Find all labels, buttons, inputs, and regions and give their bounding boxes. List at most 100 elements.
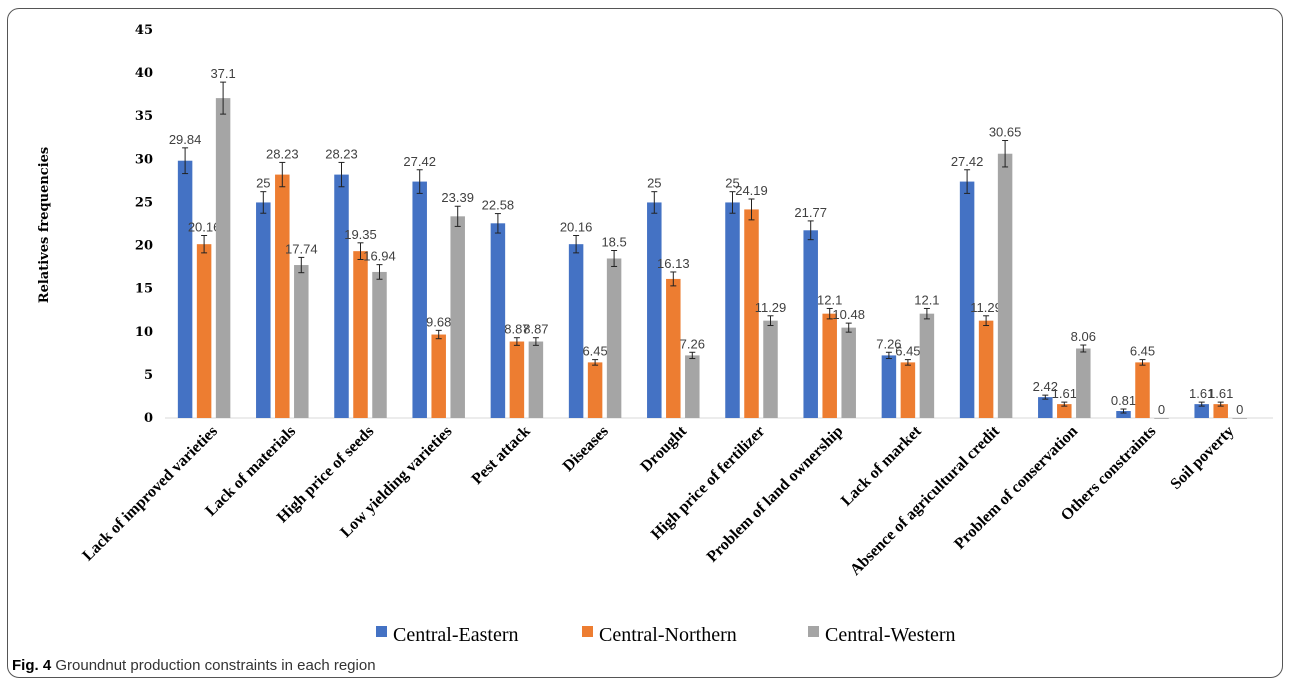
legend: Central-Eastern Central-Northern Central-W… bbox=[376, 624, 956, 646]
bar bbox=[450, 216, 465, 418]
data-label: 1.61 bbox=[1189, 386, 1214, 401]
y-tick-label: 40 bbox=[135, 66, 153, 81]
data-label: 7.26 bbox=[680, 336, 705, 351]
data-label: 28.23 bbox=[325, 146, 358, 161]
data-label: 7.26 bbox=[876, 336, 901, 351]
bar bbox=[431, 334, 446, 418]
bar bbox=[881, 355, 897, 418]
y-axis-ticks: 0 5 10 15 20 25 30 35 40 45 bbox=[135, 23, 153, 426]
bar bbox=[196, 244, 212, 418]
y-tick-label: 25 bbox=[135, 195, 153, 210]
bar bbox=[1232, 418, 1247, 419]
category-label: Diseases bbox=[560, 423, 612, 475]
data-label: 1.61 bbox=[1052, 386, 1077, 401]
data-label: 30.65 bbox=[989, 125, 1022, 140]
bar bbox=[353, 251, 368, 418]
legend-label: Central-Northern bbox=[599, 624, 737, 646]
category-label: Drought bbox=[637, 422, 690, 475]
data-label: 20.16 bbox=[560, 219, 593, 234]
data-label: 8.87 bbox=[504, 322, 529, 337]
bar bbox=[666, 278, 681, 418]
bar bbox=[490, 223, 506, 418]
bar bbox=[412, 181, 427, 418]
y-axis-label: Relatives frequencies bbox=[37, 147, 52, 303]
data-label: 2.42 bbox=[1033, 379, 1058, 394]
data-label: 1.61 bbox=[1208, 386, 1233, 401]
data-label: 24.19 bbox=[735, 183, 768, 198]
bar bbox=[1038, 397, 1053, 418]
category-label: Lack of improved varieties bbox=[79, 423, 221, 565]
y-tick-label: 30 bbox=[135, 152, 153, 167]
bar bbox=[997, 153, 1013, 418]
bar bbox=[959, 181, 975, 418]
bar bbox=[763, 320, 778, 418]
data-label: 0.81 bbox=[1111, 393, 1136, 408]
legend-label: Central-Western bbox=[825, 624, 956, 646]
category-label: Lack of market bbox=[838, 422, 925, 509]
data-label: 0 bbox=[1236, 402, 1243, 417]
y-tick-label: 5 bbox=[144, 368, 153, 383]
bar bbox=[372, 271, 387, 418]
bar bbox=[334, 174, 349, 418]
bar bbox=[587, 362, 603, 418]
bar bbox=[275, 174, 290, 418]
data-label: 12.1 bbox=[817, 292, 842, 307]
bar bbox=[1194, 404, 1209, 418]
data-label: 11.29 bbox=[970, 300, 1002, 315]
bar bbox=[1057, 404, 1072, 418]
bar bbox=[509, 341, 525, 418]
bar bbox=[803, 230, 818, 418]
bar bbox=[822, 313, 837, 418]
data-label: 16.94 bbox=[363, 249, 396, 264]
data-label: 6.45 bbox=[1130, 344, 1155, 359]
legend-swatch bbox=[808, 626, 819, 637]
bar bbox=[647, 202, 662, 418]
data-label: 16.13 bbox=[657, 256, 690, 271]
data-label: 18.5 bbox=[601, 235, 626, 250]
legend-swatch bbox=[376, 626, 387, 637]
data-label: 21.77 bbox=[794, 205, 827, 220]
category-label: Pest attack bbox=[469, 423, 534, 488]
data-label: 20.16 bbox=[188, 219, 221, 234]
data-label: 25 bbox=[725, 176, 739, 191]
data-label: 6.45 bbox=[895, 344, 920, 359]
bar-series-group: 29.84 20.16 37.1 25 28.23 17.74 28.23 19.35 16.9… bbox=[169, 66, 1247, 419]
bar bbox=[685, 355, 700, 418]
data-label: 0 bbox=[1158, 402, 1165, 417]
figure-caption-text: Groundnut production constraints in each… bbox=[55, 657, 376, 674]
figure-number: Fig. 4 bbox=[12, 657, 52, 674]
data-label: 29.84 bbox=[169, 132, 202, 147]
y-tick-label: 15 bbox=[135, 282, 153, 297]
bar bbox=[294, 265, 309, 418]
data-label: 8.87 bbox=[523, 322, 548, 337]
data-label: 19.35 bbox=[344, 227, 377, 242]
bar bbox=[1116, 411, 1131, 418]
y-tick-label: 10 bbox=[135, 325, 153, 340]
data-label: 27.42 bbox=[403, 154, 436, 169]
category-label: Soil poverty bbox=[1167, 423, 1237, 493]
bar bbox=[1076, 348, 1091, 418]
bar bbox=[725, 202, 740, 418]
data-label: 11.29 bbox=[755, 300, 787, 315]
bar bbox=[177, 160, 193, 418]
data-label: 8.06 bbox=[1071, 329, 1096, 344]
bar bbox=[919, 313, 935, 418]
category-label: Problem of land ownership bbox=[704, 423, 847, 566]
bar bbox=[1154, 418, 1169, 419]
figure-caption: Fig. 4 Groundnut production constraints … bbox=[12, 657, 376, 674]
y-tick-label: 0 bbox=[144, 411, 153, 426]
legend-swatch bbox=[582, 626, 593, 637]
bar bbox=[606, 258, 622, 418]
data-label: 12.1 bbox=[914, 292, 939, 307]
data-label: 25 bbox=[256, 176, 270, 191]
data-label: 23.39 bbox=[441, 190, 474, 205]
legend-label: Central-Eastern bbox=[393, 624, 519, 646]
data-label: 25 bbox=[647, 176, 661, 191]
data-label: 10.48 bbox=[832, 307, 865, 322]
bar bbox=[215, 98, 231, 419]
data-label: 9.68 bbox=[426, 314, 451, 329]
bar bbox=[744, 209, 759, 418]
y-tick-label: 35 bbox=[135, 109, 153, 124]
